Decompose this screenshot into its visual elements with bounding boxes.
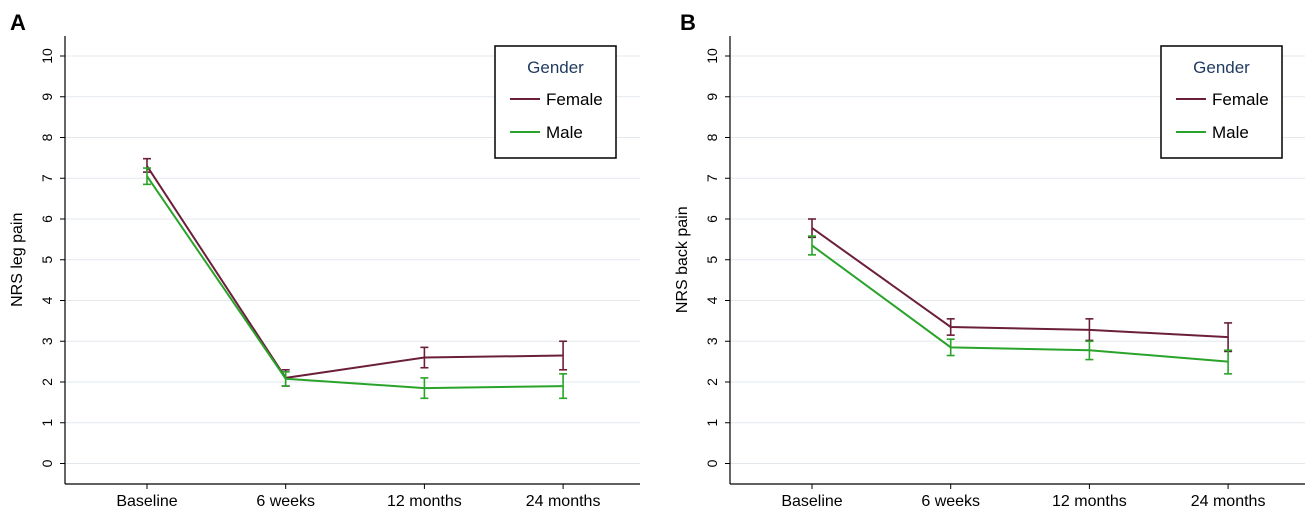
y-tick-label: 6 [39, 215, 55, 223]
y-tick-label: 1 [704, 419, 720, 427]
y-axis-title: NRS leg pain [9, 213, 26, 307]
chart-panel-a: A 0 1 2 3 4 5 6 7 8 9 10 NRS leg pain Baseline 6 weeks… [9, 10, 640, 509]
legend-title: Gender [527, 58, 584, 77]
y-tick-label: 3 [39, 337, 55, 345]
panel-label: A [10, 10, 26, 35]
legend-label-male: Male [546, 123, 583, 142]
y-tick-label: 0 [39, 459, 55, 467]
series-line-female [811, 227, 1229, 339]
legend-label-female: Female [1212, 90, 1269, 109]
y-tick-label: 3 [704, 337, 720, 345]
y-tick-label: 4 [39, 296, 55, 304]
y-tick-label: 10 [39, 48, 55, 64]
series-line-male [146, 175, 564, 390]
y-tick-label: 5 [39, 256, 55, 264]
y-tick-label: 5 [704, 256, 720, 264]
legend-title: Gender [1193, 58, 1250, 77]
legend: Gender Female Male [1160, 45, 1283, 159]
x-tick-label: 6 weeks [921, 493, 980, 509]
x-tick-label: 24 months [526, 493, 601, 509]
chart-panel-b: B 0 1 2 3 4 5 6 7 8 9 10 NRS back pain Baseline 6 week… [674, 10, 1305, 509]
legend-label-female: Female [546, 90, 603, 109]
legend: Gender Female Male [494, 45, 617, 159]
panel-label: B [680, 10, 696, 35]
series-line-male [811, 244, 1229, 363]
y-tick-label: 7 [704, 174, 720, 182]
y-axis-title: NRS back pain [674, 206, 691, 313]
series-line-female [146, 165, 564, 380]
y-tick-label: 9 [704, 93, 720, 101]
y-tick-label: 8 [39, 133, 55, 141]
y-tick-label: 0 [704, 459, 720, 467]
x-tick-label: 12 months [1052, 493, 1127, 509]
legend-label-male: Male [1212, 123, 1249, 142]
x-tick-label: 12 months [387, 493, 462, 509]
y-tick-label: 2 [39, 378, 55, 386]
y-tick-label: 7 [39, 174, 55, 182]
x-tick-label: Baseline [781, 493, 842, 509]
x-tick-label: 24 months [1191, 493, 1266, 509]
y-tick-label: 8 [704, 133, 720, 141]
y-tick-label: 10 [704, 48, 720, 64]
y-tick-label: 4 [704, 296, 720, 304]
x-tick-label: 6 weeks [256, 493, 315, 509]
y-tick-label: 1 [39, 419, 55, 427]
legend-box [1160, 45, 1283, 159]
x-tick-label: Baseline [116, 493, 177, 509]
y-tick-label: 6 [704, 215, 720, 223]
y-tick-label: 9 [39, 93, 55, 101]
legend-box [494, 45, 617, 159]
y-tick-label: 2 [704, 378, 720, 386]
